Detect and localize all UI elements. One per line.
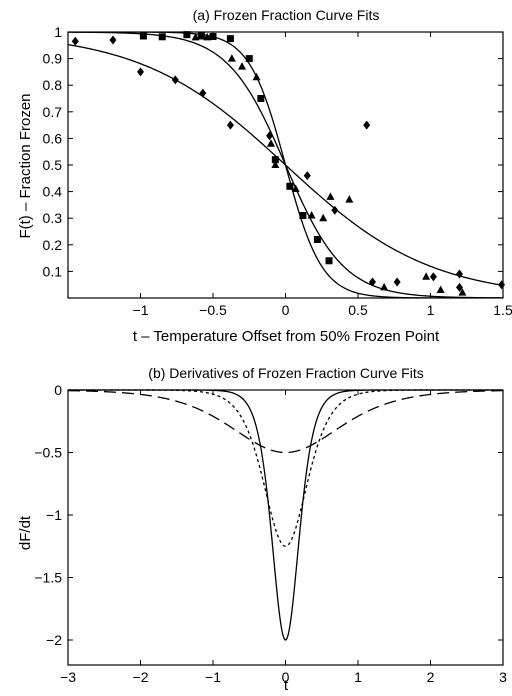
chart-1-x-tick-label: −2	[133, 669, 149, 685]
data-point-triangle	[267, 139, 275, 147]
data-point-diamond	[226, 120, 234, 130]
chart-0-y-tick-label: 0.2	[43, 237, 63, 253]
panel-a-frozen-fraction: (a) Frozen Fraction Curve Fits −1 −0.5 0 0.…	[17, 7, 512, 345]
chart-0-x-tick-label: 0.5	[348, 302, 368, 318]
data-point-diamond	[303, 171, 311, 181]
data-point-triangle	[203, 32, 212, 41]
data-point-square	[257, 95, 265, 102]
data-point-triangle	[458, 288, 467, 296]
chart-0-y-tick-label: 0.1	[43, 263, 63, 279]
chart-1-x-tick-label: 1	[354, 669, 362, 685]
data-point-square	[139, 32, 147, 40]
panel-a-title: (a) Frozen Fraction Curve Fits	[193, 7, 380, 23]
chart-0-y-tick-label: 0.9	[43, 51, 63, 67]
chart-0-y-tick-label: 0.4	[43, 184, 63, 200]
panel-a-x-axis-label: t – Temperature Offset from 50% Frozen P…	[133, 328, 440, 345]
panel-a-y-axis-label: F(t) – Fraction Frozen	[17, 93, 34, 238]
chart-0-x-tick-label: 1	[427, 302, 435, 318]
data-point-triangle	[291, 184, 300, 192]
data-point-triangle	[307, 211, 316, 219]
derivative-line-dotted	[68, 389, 503, 547]
data-point-diamond	[456, 269, 463, 279]
data-point-triangle	[380, 282, 389, 291]
chart-1-x-tick-label: 3	[499, 669, 507, 685]
data-point-square	[325, 257, 333, 265]
data-point-square	[158, 33, 166, 41]
panel-b-title: (b) Derivatives of Frozen Fraction Curve…	[148, 365, 423, 381]
chart-1-y-tick-label: −1	[46, 507, 62, 523]
chart-0-y-tick-label: 0.6	[43, 130, 63, 146]
data-point-triangle	[319, 213, 328, 222]
chart-0-x-tick-label: 0	[282, 302, 290, 318]
data-point-diamond	[369, 277, 376, 287]
chart-0-y-tick-label: 1	[54, 24, 62, 40]
data-point-diamond	[363, 120, 371, 130]
chart-1-x-tick-label: −3	[60, 669, 76, 685]
chart-1-y-tick-label: 0	[54, 382, 62, 398]
panel-b-y-axis-label: dF/dt	[17, 515, 34, 550]
data-point-square	[183, 31, 191, 39]
data-point-triangle	[345, 195, 354, 203]
panel-b-derivatives: (b) Derivatives of Frozen Fraction Curve…	[17, 365, 507, 694]
panel-a-plot-area: −1 −0.5 0 0.5 1 1.5 0.1 0.2 0.3 0.4 0.5 0.6 0.7 0.8 0.…	[43, 24, 512, 318]
data-point-triangle	[227, 54, 236, 62]
derivative-line-solid	[68, 389, 503, 641]
chart-1-y-tick-label: −0.5	[34, 445, 62, 461]
chart-0-y-tick-label: 0.7	[43, 104, 63, 120]
chart-1-x-tick-label: −1	[205, 669, 221, 685]
data-point-triangle	[252, 72, 261, 81]
data-point-square	[271, 156, 279, 164]
data-point-triangle	[436, 285, 445, 294]
data-point-triangle	[238, 62, 246, 70]
data-point-diamond	[456, 282, 463, 292]
panel-b-x-axis-label: t	[284, 677, 289, 694]
data-point-square	[197, 32, 205, 40]
chart-0-x-tick-label: 1.5	[493, 302, 512, 318]
data-point-square	[313, 235, 321, 243]
data-point-square	[299, 212, 307, 220]
chart-1-y-tick-label: −2	[46, 632, 62, 648]
data-point-diamond	[199, 88, 207, 98]
chart-0-y-tick-label: 0.3	[43, 210, 63, 226]
chart-0-y-tick-label: 0.5	[43, 157, 63, 173]
data-point-square	[286, 182, 294, 190]
data-point-triangle	[422, 272, 431, 280]
data-point-square	[209, 33, 217, 41]
chart-0-y-tick-label: 0.8	[43, 77, 63, 93]
data-point-diamond	[498, 280, 506, 290]
data-point-diamond	[331, 205, 339, 215]
data-point-triangle	[271, 160, 280, 168]
data-point-diamond	[71, 36, 79, 46]
data-point-square	[226, 35, 234, 43]
data-point-diamond	[393, 277, 401, 287]
chart-0-x-tick-label: −0.5	[199, 302, 227, 318]
data-point-diamond	[171, 75, 179, 85]
chart-1-x-tick-label: 2	[427, 669, 435, 685]
data-point-square	[245, 55, 253, 63]
chart-1-x-tick-label: 0	[282, 669, 290, 685]
data-point-diamond	[137, 67, 144, 77]
data-point-diamond	[266, 131, 274, 141]
data-point-triangle	[326, 192, 335, 200]
chart-1-y-tick-label: −1.5	[34, 570, 62, 586]
data-point-triangle	[191, 32, 200, 41]
panel-b-plot-area: −3 −2 −1 0 1 2 3 0 −0.5 −1 −1.5 −2	[34, 382, 507, 685]
chart-0-x-tick-label: −1	[133, 302, 149, 318]
data-point-diamond	[109, 35, 117, 45]
chart-1-frame	[67, 389, 504, 666]
fit-curve-2	[68, 43, 503, 287]
derivative-line-dashed	[67, 389, 504, 454]
data-point-diamond	[429, 272, 437, 282]
